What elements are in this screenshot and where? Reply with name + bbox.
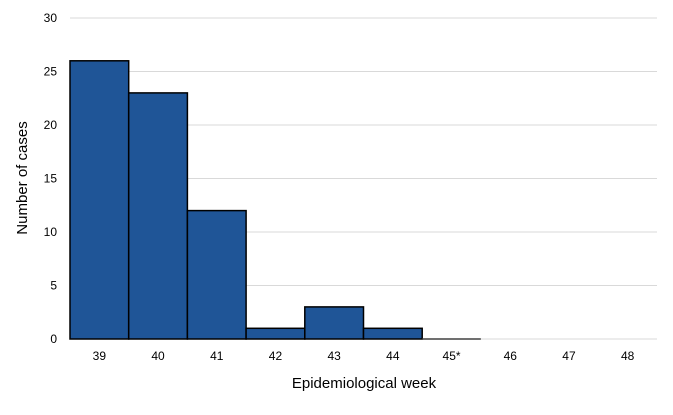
x-tick-label: 46 <box>504 349 518 363</box>
bar-week-39 <box>69 60 130 340</box>
x-tick-label: 39 <box>93 349 107 363</box>
y-tick-label: 5 <box>50 279 57 293</box>
x-tick-label: 45* <box>443 349 461 363</box>
x-tick-label: 43 <box>327 349 341 363</box>
x-tick-label: 47 <box>562 349 576 363</box>
x-tick-label: 40 <box>151 349 165 363</box>
bar-week-43 <box>304 306 365 340</box>
bar-week-44 <box>362 327 423 340</box>
y-axis-ticks: 0 5 10 15 20 25 30 <box>44 11 58 346</box>
y-tick-label: 20 <box>44 118 58 132</box>
y-tick-label: 10 <box>44 225 58 239</box>
bar-week-41 <box>186 209 247 340</box>
y-tick-label: 0 <box>50 332 57 346</box>
bars <box>69 60 657 340</box>
x-tick-label: 42 <box>269 349 283 363</box>
y-tick-label: 25 <box>44 65 58 79</box>
x-tick-label: 41 <box>210 349 224 363</box>
x-axis-ticks: 39 40 41 42 43 44 45* 46 47 48 <box>93 349 635 363</box>
x-tick-label: 44 <box>386 349 400 363</box>
y-axis-title: Number of cases <box>14 121 31 234</box>
x-tick-label: 48 <box>621 349 635 363</box>
bar-week-40 <box>127 92 189 340</box>
bar-week-42 <box>245 327 306 340</box>
y-tick-label: 30 <box>44 11 58 25</box>
y-tick-label: 15 <box>44 172 58 186</box>
x-axis-title: Epidemiological week <box>292 375 437 392</box>
